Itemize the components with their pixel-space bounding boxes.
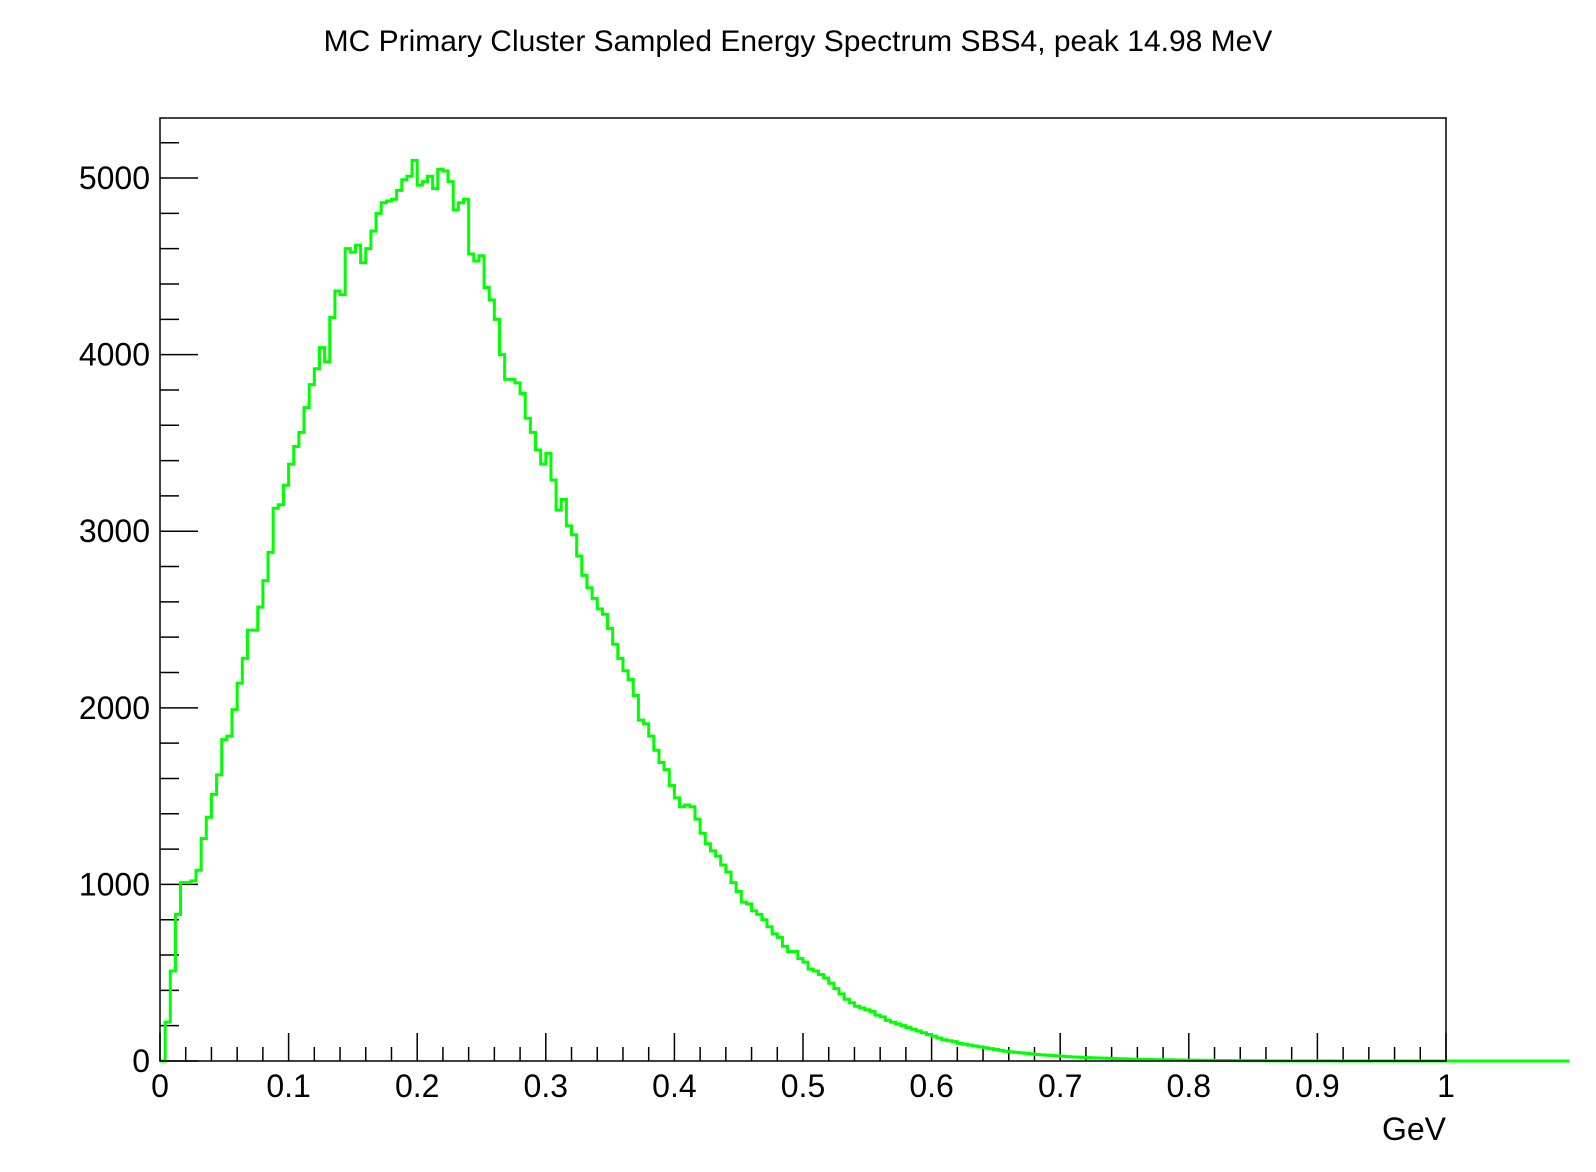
x-tick-label: 1 [1437, 1068, 1455, 1104]
x-tick-label: 0.7 [1038, 1068, 1082, 1104]
x-tick-label: 0.9 [1295, 1068, 1339, 1104]
y-tick-label: 3000 [79, 513, 150, 549]
x-tick-label: 0.1 [266, 1068, 310, 1104]
x-tick-label: 0.4 [652, 1068, 696, 1104]
chart-title: MC Primary Cluster Sampled Energy Spectr… [324, 25, 1273, 58]
y-tick-label: 4000 [79, 337, 150, 373]
x-tick-label: 0.3 [524, 1068, 568, 1104]
x-tick-label: 0.5 [781, 1068, 825, 1104]
x-tick-label: 0.8 [1167, 1068, 1211, 1104]
x-tick-label: 0.2 [395, 1068, 439, 1104]
x-tick-label: 0.6 [909, 1068, 953, 1104]
y-tick-label: 0 [132, 1043, 150, 1079]
histogram-series-line [160, 158, 1570, 1063]
plot-frame [159, 117, 1447, 1062]
x-axis-title: GeV [1382, 1111, 1447, 1147]
y-tick-label: 5000 [79, 160, 150, 196]
y-tick-label: 1000 [79, 866, 150, 902]
y-tick-label: 2000 [79, 690, 150, 726]
tick-labels: 0 0.1 0.2 0.3 0.4 0.5 0.6 0.7 0.8 0.9 1 0 1000 2000 30… [79, 160, 1455, 1104]
x-tick-label: 0 [151, 1068, 169, 1104]
